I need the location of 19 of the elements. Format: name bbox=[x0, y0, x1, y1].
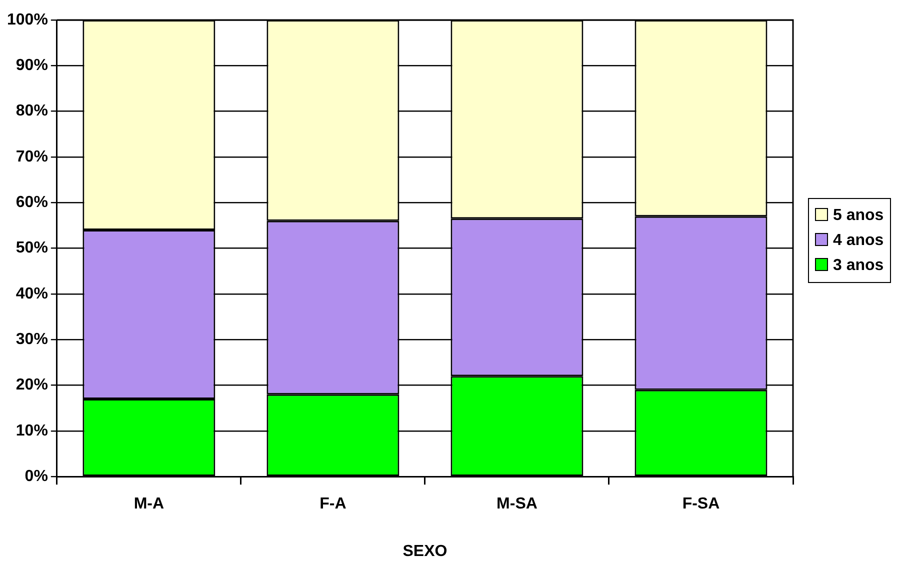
y-tick-label: 0% bbox=[24, 468, 48, 486]
y-tick-label: 60% bbox=[16, 194, 48, 212]
x-tick-label: F-SA bbox=[682, 496, 720, 513]
y-tick-label: 70% bbox=[16, 148, 48, 166]
x-tick-label: F-A bbox=[320, 496, 347, 513]
y-tick-label: 80% bbox=[16, 102, 48, 120]
text: 5 anos bbox=[833, 207, 884, 224]
y-tick-label: 10% bbox=[16, 422, 48, 440]
x-axis-title: SEXO bbox=[402, 542, 448, 560]
legend-label: 4 anos bbox=[833, 232, 884, 249]
x-tick-label: M-A bbox=[134, 496, 164, 513]
y-tick-label: 20% bbox=[16, 376, 48, 394]
y-tick-label: 30% bbox=[16, 331, 48, 348]
x-tick-label: M-SA bbox=[496, 496, 538, 513]
y-tick-label: 50% bbox=[16, 240, 48, 257]
y-tick-label: 100% bbox=[7, 11, 48, 28]
y-tick-label: 90% bbox=[16, 57, 48, 74]
y-tick-label: 40% bbox=[16, 285, 48, 302]
legend-label: 3 anos bbox=[833, 257, 884, 274]
